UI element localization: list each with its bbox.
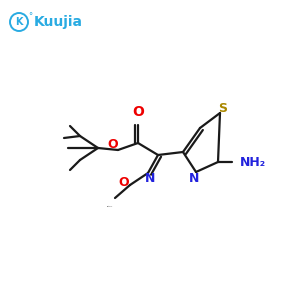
Text: °: ° <box>28 13 32 22</box>
Text: O: O <box>132 105 144 119</box>
Text: K: K <box>15 17 23 27</box>
Text: N: N <box>189 172 199 184</box>
Text: NH₂: NH₂ <box>240 155 266 169</box>
Text: O: O <box>108 139 118 152</box>
Text: Kuujia: Kuujia <box>34 15 83 29</box>
Text: S: S <box>218 101 227 115</box>
Text: O: O <box>119 176 129 188</box>
Text: methoxy: methoxy <box>107 206 113 207</box>
Text: N: N <box>145 172 155 185</box>
